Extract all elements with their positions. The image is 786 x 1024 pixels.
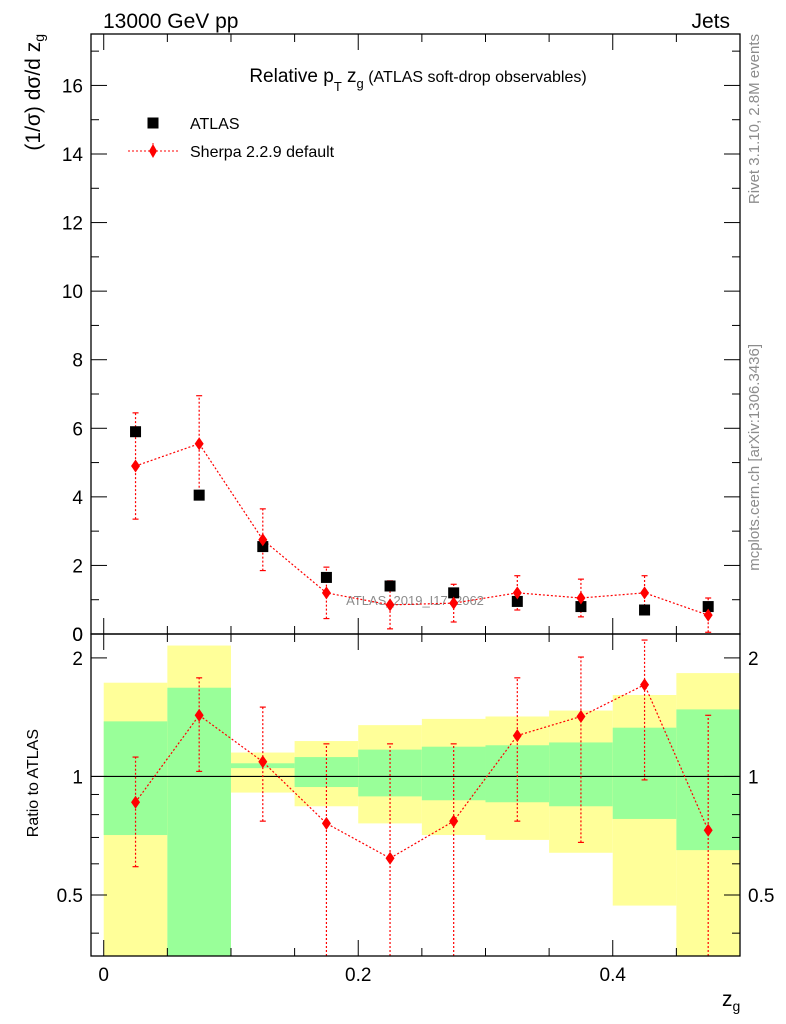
ratio-point — [449, 814, 459, 828]
sherpa-point — [449, 596, 459, 610]
ratio-ytick-label-right: 0.5 — [748, 886, 774, 907]
ratio-point — [576, 709, 586, 723]
ratio-point — [131, 795, 141, 809]
sherpa-point — [385, 598, 395, 612]
header-right: Jets — [691, 10, 730, 33]
ratio-point — [194, 708, 204, 722]
atlas-point — [575, 601, 587, 613]
sherpa-point — [512, 586, 522, 600]
ratio-ytick-label-left: 2 — [72, 649, 83, 670]
sherpa-point — [640, 586, 650, 600]
ratio-line — [135, 683, 709, 859]
main-frame — [90, 33, 741, 635]
ratio-xtick-label: 0.2 — [345, 965, 371, 986]
ratio-point — [512, 729, 522, 743]
sherpa-point — [194, 437, 204, 451]
ratio-point — [321, 816, 331, 830]
main-ytick-label: 12 — [62, 214, 83, 235]
main-title: Relative pT zg (ATLAS soft-drop observab… — [249, 66, 586, 94]
ratio-point — [703, 823, 713, 837]
legend-label-sherpa: Sherpa 2.2.9 default — [190, 144, 335, 161]
sherpa-point — [321, 586, 331, 600]
side-text-top: Rivet 3.1.10, 2.8M events — [746, 34, 763, 204]
atlas-point — [448, 587, 460, 599]
atlas-point — [320, 571, 332, 583]
atlas-point — [639, 604, 651, 616]
sherpa-point — [131, 459, 141, 473]
ratio-xtick-label: 0.4 — [600, 965, 627, 986]
ratio-ytick-label-left: 1 — [72, 767, 83, 788]
main-ytick-label: 14 — [62, 145, 84, 166]
main-y-label: (1/σ) dσ/d zg — [22, 34, 47, 151]
sherpa-point — [576, 591, 586, 605]
atlas-point — [257, 541, 269, 553]
watermark: ATLAS_2019_I1772062 — [346, 593, 484, 608]
side-text-bottom: mcplots.cern.ch [arXiv:1306.3436] — [746, 344, 763, 571]
header-left: 13000 GeV pp — [103, 10, 238, 33]
ratio-xtick-label: 0 — [98, 965, 109, 986]
ratio-point — [640, 678, 650, 692]
sherpa-line — [135, 442, 709, 616]
legend-marker-sherpa — [149, 144, 157, 158]
ratio-point — [385, 851, 395, 865]
main-ytick-label: 6 — [72, 419, 83, 440]
ratio-ytick-label-right: 1 — [748, 767, 759, 788]
main-ytick-label: 2 — [72, 556, 83, 577]
ratio-panel: 0.5 0.5 1 1 2 2 0 0.2 0.4 Ratio to ATLAS zg — [25, 633, 774, 1014]
main-ytick-label: 0 — [72, 625, 83, 646]
ratio-x-label: zg — [722, 988, 740, 1014]
ratio-ytick-label-right: 2 — [748, 649, 759, 670]
ratio-band-inner — [485, 745, 550, 803]
ratio-point — [258, 755, 268, 769]
atlas-point — [511, 595, 523, 607]
main-ytick-label: 0 — [72, 625, 83, 646]
legend: ATLAS Sherpa 2.2.9 default — [128, 116, 335, 161]
ratio-band-inner — [358, 749, 422, 797]
ratio-y-label: Ratio to ATLAS — [25, 729, 42, 837]
legend-marker-atlas — [147, 117, 159, 129]
ratio-ytick-label-left: 0.5 — [57, 886, 83, 907]
sherpa-point — [258, 533, 268, 547]
main-ytick-label: 8 — [72, 351, 83, 372]
atlas-point — [702, 601, 714, 613]
legend-label-atlas: ATLAS — [190, 116, 240, 133]
atlas-point — [384, 580, 396, 592]
sherpa-point — [703, 608, 713, 622]
main-ytick-label: 4 — [72, 488, 83, 509]
ratio-frame — [90, 633, 741, 957]
ratio-plot-layer: 0.5 0.5 1 1 2 2 0 0.2 0.4 — [57, 634, 774, 986]
ratio-band-inner — [612, 727, 677, 819]
atlas-point — [130, 426, 142, 438]
atlas-point — [193, 489, 205, 501]
main-ytick-label: 16 — [62, 76, 83, 97]
main-panel: Relative pT zg (ATLAS soft-drop observab… — [22, 33, 741, 646]
main-ytick-label: 10 — [62, 282, 83, 303]
ratio-band-inner — [167, 687, 231, 956]
